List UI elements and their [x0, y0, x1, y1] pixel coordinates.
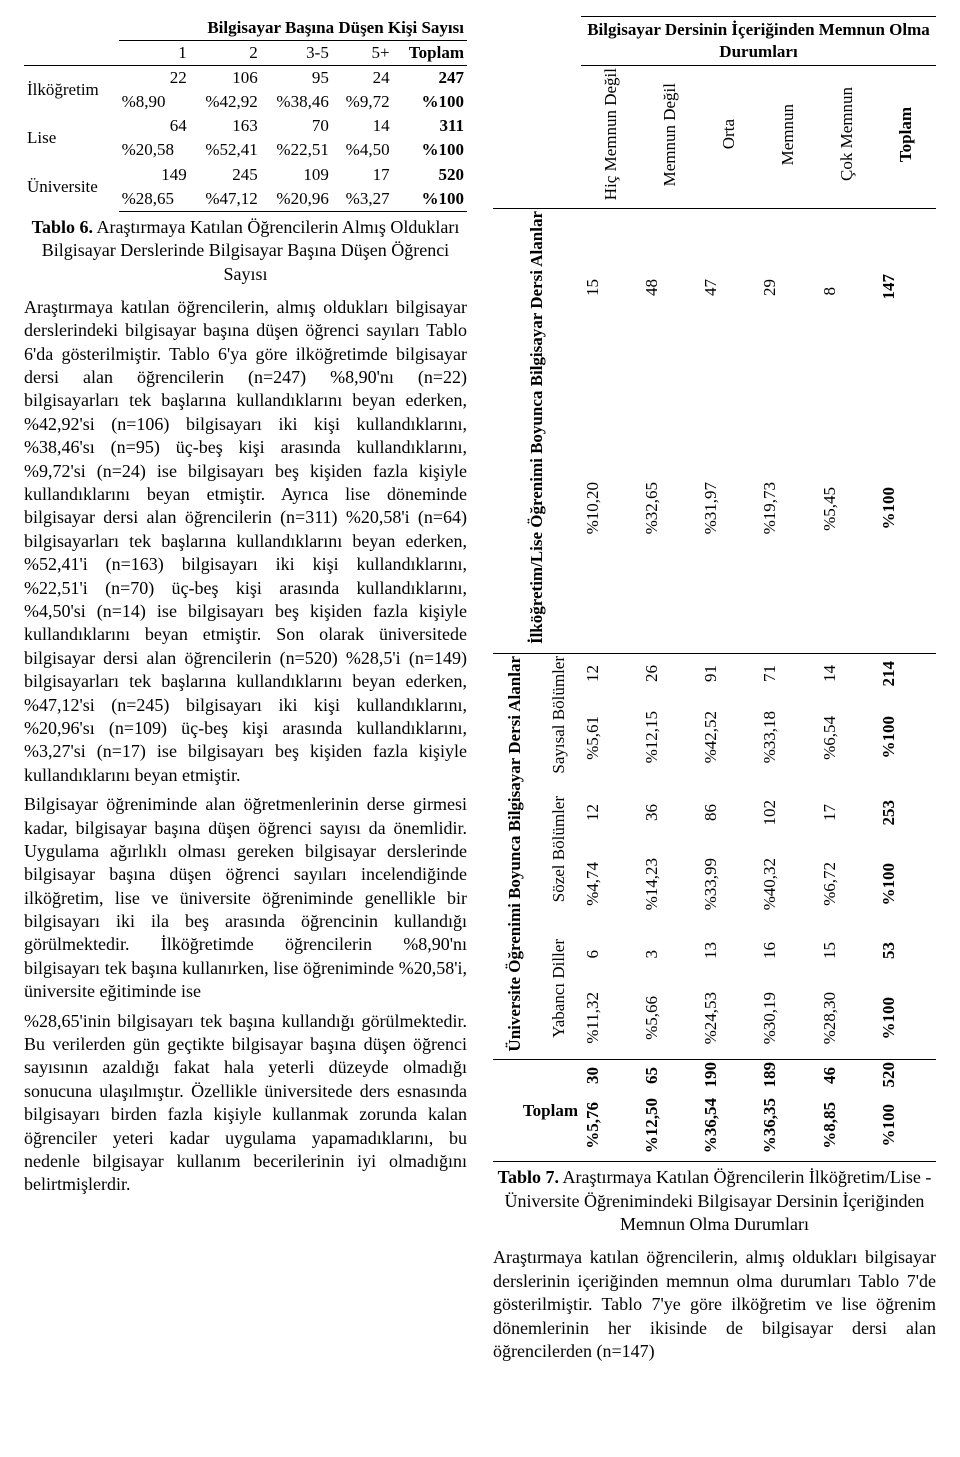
- table-row: Üniversite Öğrenimi Boyunca Bilgisayar D…: [493, 653, 936, 700]
- table-7-top-header: Bilgisayar Dersinin İçeriğinden Memnun O…: [581, 17, 936, 66]
- body-paragraph: Araştırmaya katılan öğrencilerin, almış …: [493, 1246, 936, 1363]
- t7-group2-label: Üniversite Öğrenimi Boyunca Bilgisayar D…: [506, 656, 524, 1052]
- t7-group1-label: İlköğretim/Lise Öğrenimi Boyunca Bilgisa…: [528, 211, 546, 644]
- table-row: Üniversite 149 245 109 17 520: [24, 163, 467, 187]
- t7-total-label: Toplam: [493, 1060, 581, 1162]
- t6-col-1: 1: [119, 41, 190, 66]
- table-6-header-row: 1 2 3-5 5+ Toplam: [24, 41, 467, 66]
- t6-col-4: 5+: [332, 41, 393, 66]
- table-row: Sözel Bölümler 12 36 86 102 17 253: [493, 781, 936, 850]
- table-7-col-headers: Hiç Memnun Değil Memnun Değil Orta Memnu…: [493, 66, 936, 209]
- body-paragraph: Araştırmaya katılan öğrencilerin, almış …: [24, 296, 467, 787]
- body-paragraph: %28,65'inin bilgisayarı tek başına kulla…: [24, 1010, 467, 1197]
- table-6-span-header: Bilgisayar Başına Düşen Kişi Sayısı: [119, 16, 467, 41]
- t6-col-total: Toplam: [393, 41, 467, 66]
- table-row: Yabancı Diller 6 3 13 16 15 53: [493, 924, 936, 983]
- body-paragraph: Bilgisayar öğreniminde alan öğretmenleri…: [24, 793, 467, 1004]
- table-row: Lise 64 163 70 14 311: [24, 114, 467, 138]
- table-7-caption: Tablo 7. Araştırmaya Katılan Öğrencileri…: [493, 1166, 936, 1236]
- t6-row-label: Lise: [24, 114, 119, 162]
- table-7: Bilgisayar Dersinin İçeriğinden Memnun O…: [493, 16, 936, 1162]
- t6-row-label: İlköğretim: [24, 66, 119, 115]
- table-6-caption: Tablo 6. Araştırmaya Katılan Öğrencileri…: [24, 216, 467, 286]
- table-7-block: Bilgisayar Dersinin İçeriğinden Memnun O…: [493, 16, 936, 1236]
- table-6-block: Bilgisayar Başına Düşen Kişi Sayısı 1 2 …: [24, 16, 467, 286]
- t6-row-label: Üniversite: [24, 163, 119, 212]
- table-6: Bilgisayar Başına Düşen Kişi Sayısı 1 2 …: [24, 16, 467, 212]
- table-row: İlköğretim 22 106 95 24 247: [24, 66, 467, 91]
- t6-col-3: 3-5: [261, 41, 332, 66]
- table-row: İlköğretim/Lise Öğrenimi Boyunca Bilgisa…: [493, 209, 936, 371]
- table-row: Toplam 30 65 190 189 46 520: [493, 1060, 936, 1096]
- t6-col-2: 2: [190, 41, 261, 66]
